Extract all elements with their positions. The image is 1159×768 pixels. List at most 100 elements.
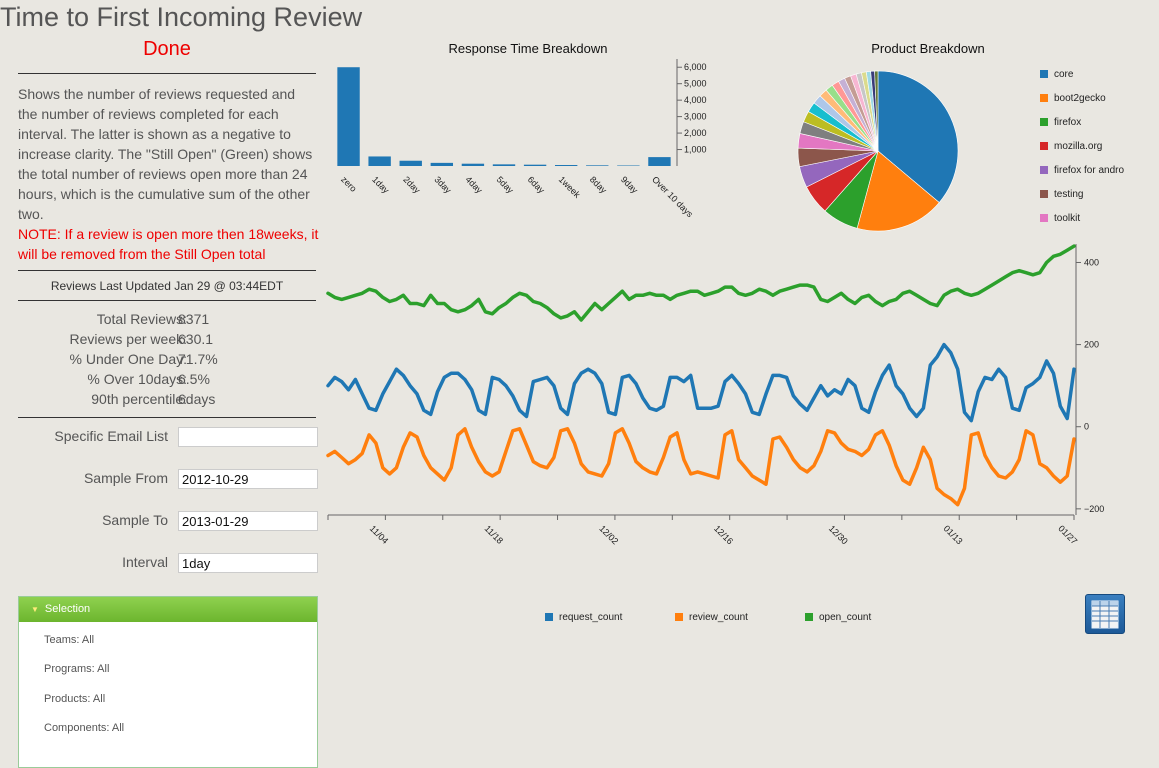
- y-tick-label: 200: [1084, 340, 1099, 350]
- legend-swatch: [1040, 142, 1048, 150]
- stat-90th-percentile: 90th percentile: 6days: [18, 391, 318, 411]
- triangle-down-icon: ▼: [31, 605, 39, 614]
- series-line-request_count: [328, 345, 1074, 421]
- x-tick-label: 12/30: [827, 523, 850, 546]
- stat-label: Reviews per week:: [70, 331, 188, 347]
- stat-label: % Under One Day:: [70, 351, 188, 367]
- y-tick-label: 1,000: [684, 145, 707, 155]
- bar: [368, 156, 390, 166]
- legend-label: request_count: [559, 612, 622, 623]
- x-tick-label: Over 10 days: [650, 174, 695, 219]
- legend-swatch: [1040, 190, 1048, 198]
- pie-legend-item-testing[interactable]: testing: [1040, 189, 1083, 200]
- x-tick-label: 11/18: [483, 523, 506, 546]
- sample-to-input[interactable]: [178, 511, 318, 531]
- bar: [648, 157, 670, 166]
- legend-label: boot2gecko: [1054, 93, 1106, 104]
- x-tick-label: 3day: [432, 174, 453, 195]
- legend-label: firefox: [1054, 117, 1081, 128]
- x-tick-label: 12/02: [597, 523, 620, 546]
- x-tick-label: 12/16: [712, 523, 735, 546]
- pie-legend-item-toolkit[interactable]: toolkit: [1040, 213, 1080, 224]
- divider: [18, 417, 316, 418]
- series-line-open_count: [328, 246, 1074, 320]
- divider: [18, 300, 316, 301]
- selection-item-components[interactable]: Components: All: [44, 722, 124, 734]
- selection-header[interactable]: ▼ Selection: [19, 597, 317, 622]
- legend-label: review_count: [689, 612, 748, 623]
- selection-item-teams[interactable]: Teams: All: [44, 634, 94, 646]
- line-legend-item-open-count[interactable]: open_count: [805, 612, 871, 623]
- x-tick-label: 4day: [463, 174, 484, 195]
- sample-to-label: Sample To: [18, 512, 168, 528]
- pie-legend-item-core[interactable]: core: [1040, 69, 1073, 80]
- legend-swatch: [1040, 70, 1048, 78]
- email-list-input[interactable]: [178, 427, 318, 447]
- stat-value: 6.5%: [178, 371, 210, 387]
- line-legend-item-review-count[interactable]: review_count: [675, 612, 748, 623]
- legend-swatch: [1040, 94, 1048, 102]
- bar: [524, 165, 546, 166]
- y-tick-label: 3,000: [684, 112, 707, 122]
- selection-item-products[interactable]: Products: All: [44, 693, 105, 705]
- stat-label: Total Reviews:: [97, 311, 187, 327]
- bar: [555, 165, 577, 166]
- y-tick-label: 400: [1084, 257, 1099, 267]
- x-tick-label: 5day: [495, 174, 516, 195]
- stat-over-10days: % Over 10days: 6.5%: [18, 371, 318, 391]
- legend-label: mozilla.org: [1054, 141, 1102, 152]
- stat-label: 90th percentile:: [91, 391, 187, 407]
- legend-label: open_count: [819, 612, 871, 623]
- stat-value: 8371: [178, 311, 209, 327]
- table-grid-icon: [1086, 595, 1124, 633]
- x-tick-label: 1week: [557, 174, 583, 200]
- interval-label: Interval: [18, 554, 168, 570]
- y-tick-label: 2,000: [684, 128, 707, 138]
- y-tick-label: 5,000: [684, 79, 707, 89]
- pie-legend-item-boot2gecko[interactable]: boot2gecko: [1040, 93, 1106, 104]
- legend-swatch: [1040, 166, 1048, 174]
- x-tick-label: zero: [339, 174, 358, 193]
- table-view-button[interactable]: [1085, 594, 1125, 634]
- x-tick-label: 9day: [619, 174, 640, 195]
- stat-value: 630.1: [178, 331, 213, 347]
- page-title: Time to First Incoming Review: [0, 2, 362, 33]
- stat-reviews-per-week: Reviews per week: 630.1: [18, 331, 318, 351]
- series-line-review_count: [328, 429, 1074, 505]
- bar: [431, 163, 453, 166]
- legend-label: toolkit: [1054, 213, 1080, 224]
- pie-legend-item-firefox[interactable]: firefox: [1040, 117, 1081, 128]
- legend-swatch: [675, 613, 683, 621]
- legend-label: core: [1054, 69, 1073, 80]
- sample-from-label: Sample From: [18, 470, 168, 486]
- interval-input[interactable]: [178, 553, 318, 573]
- sample-from-input[interactable]: [178, 469, 318, 489]
- bar: [400, 161, 422, 166]
- pie-legend-item-mozilla-org[interactable]: mozilla.org: [1040, 141, 1102, 152]
- divider: [18, 270, 316, 271]
- last-updated-text: Reviews Last Updated Jan 29 @ 03:44EDT: [18, 279, 316, 293]
- pie-chart-title: Product Breakdown: [828, 41, 1028, 56]
- stat-value: 71.7%: [178, 351, 218, 367]
- stat-total-reviews: Total Reviews: 8371: [18, 311, 318, 331]
- x-tick-label: 6day: [526, 174, 547, 195]
- x-tick-label: 01/13: [942, 523, 965, 546]
- stat-under-one-day: % Under One Day: 71.7%: [18, 351, 318, 371]
- selection-panel: ▼ Selection Teams: All Programs: All Prod…: [18, 596, 318, 768]
- selection-header-label: Selection: [45, 603, 90, 615]
- y-tick-label: 6,000: [684, 62, 707, 72]
- divider: [18, 73, 316, 74]
- pie-legend-item-firefox-for-android[interactable]: firefox for andro: [1040, 165, 1124, 176]
- legend-swatch: [545, 613, 553, 621]
- bar: [586, 165, 608, 166]
- email-list-label: Specific Email List: [18, 428, 168, 444]
- bar: [462, 164, 484, 166]
- product-pie-chart: [795, 68, 961, 234]
- note-text: NOTE: If a review is open more then 18we…: [18, 224, 320, 264]
- line-legend-item-request-count[interactable]: request_count: [545, 612, 622, 623]
- stat-label: % Over 10days:: [87, 371, 187, 387]
- x-tick-label: 11/04: [368, 523, 391, 546]
- y-tick-label: −200: [1084, 504, 1104, 514]
- selection-item-programs[interactable]: Programs: All: [44, 663, 109, 675]
